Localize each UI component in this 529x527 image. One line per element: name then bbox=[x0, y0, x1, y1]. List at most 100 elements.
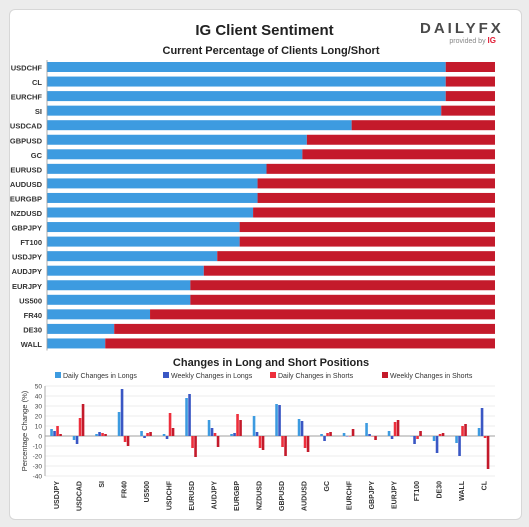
short-bar-eurjpy bbox=[190, 280, 496, 291]
change-bar-eurusd-s2 bbox=[188, 394, 191, 436]
legend-swatch-4 bbox=[382, 372, 388, 378]
sentiment-tick-label: GBPJPY bbox=[12, 224, 42, 233]
change-bar-usdcad-s2 bbox=[75, 436, 79, 444]
sentiment-tick-label: WALL bbox=[21, 340, 43, 349]
long-bar-eurusd bbox=[47, 163, 267, 174]
change-bar-cl-s4 bbox=[486, 436, 490, 469]
change-bar-us500-s4 bbox=[149, 432, 152, 436]
short-bar-eurgbp bbox=[257, 192, 495, 203]
change-bar-audusd-s3 bbox=[303, 436, 307, 448]
change-bar-usdcad-s3 bbox=[78, 418, 82, 436]
change-bar-cl-s3 bbox=[483, 436, 487, 438]
long-bar-gbpusd bbox=[47, 134, 307, 145]
change-bar-gbpjpy-s3 bbox=[371, 436, 374, 437]
change-bar-de30-s2 bbox=[435, 436, 439, 453]
change-bar-gbpusd-s1 bbox=[275, 404, 278, 436]
change-bar-fr40-s1 bbox=[117, 412, 121, 436]
change-bar-gbpjpy-s1 bbox=[365, 423, 368, 436]
short-bar-eurusd bbox=[266, 163, 495, 174]
sentiment-tick-label: USDJPY bbox=[12, 253, 42, 262]
changes-y-tick-label: 30 bbox=[35, 404, 43, 411]
change-bar-usdjpy-s2 bbox=[53, 431, 56, 436]
changes-x-tick-label: EURCHF bbox=[346, 480, 353, 510]
change-bar-gbpusd-s4 bbox=[284, 436, 287, 456]
changes-y-tick-label: -30 bbox=[33, 464, 43, 471]
change-bar-ft100-s4 bbox=[419, 431, 422, 436]
change-bar-audusd-s4 bbox=[306, 436, 310, 452]
sentiment-tick-label: GC bbox=[31, 151, 43, 160]
change-bar-audjpy-s4 bbox=[216, 436, 220, 447]
change-bar-fr40-s3 bbox=[123, 436, 127, 442]
change-bar-nzdusd-s3 bbox=[258, 436, 262, 448]
change-bar-usdcad-s4 bbox=[81, 404, 85, 436]
changes-x-tick-label: NZDUSD bbox=[256, 481, 263, 510]
change-bar-nzdusd-s1 bbox=[252, 416, 256, 436]
sentiment-tick-label: NZDUSD bbox=[11, 209, 43, 218]
sentiment-tick-label: USDCAD bbox=[10, 122, 43, 131]
legend-swatch-3 bbox=[270, 372, 276, 378]
change-bar-usdjpy-s1 bbox=[50, 429, 53, 436]
change-bar-de30-s3 bbox=[438, 434, 442, 436]
legend-label-1: Daily Changes in Longs bbox=[63, 373, 137, 380]
change-bar-gbpusd-s2 bbox=[278, 405, 281, 436]
long-bar-audusd bbox=[47, 178, 258, 189]
changes-y-tick-label: 20 bbox=[35, 414, 43, 421]
change-bar-us500-s3 bbox=[146, 433, 149, 436]
change-bar-ft100-s2 bbox=[413, 436, 416, 444]
provided-by: provided by IG bbox=[420, 36, 496, 45]
change-bar-wall-s3 bbox=[461, 426, 464, 436]
change-bar-gbpjpy-s4 bbox=[374, 436, 377, 440]
changes-x-tick-label: DE30 bbox=[436, 481, 443, 499]
changes-x-tick-label: FR40 bbox=[121, 481, 128, 498]
short-bar-us500 bbox=[190, 294, 496, 305]
long-bar-ft100 bbox=[47, 236, 240, 247]
short-bar-si bbox=[441, 105, 495, 116]
page-title: IG Client Sentiment bbox=[195, 22, 334, 39]
long-bar-si bbox=[47, 105, 442, 116]
long-bar-wall bbox=[47, 338, 106, 349]
changes-y-tick-label: -40 bbox=[33, 474, 43, 481]
change-bar-eurusd-s4 bbox=[194, 436, 197, 457]
change-bar-eurchf-s2 bbox=[345, 436, 349, 437]
sentiment-tick-label: CL bbox=[32, 78, 42, 87]
changes-x-tick-label: WALL bbox=[459, 480, 466, 501]
sentiment-tick-label: EURGBP bbox=[10, 194, 42, 203]
changes-y-tick-label: 10 bbox=[35, 424, 43, 431]
change-bar-gbpjpy-s2 bbox=[368, 434, 371, 436]
change-bar-fr40-s4 bbox=[126, 436, 130, 446]
long-bar-eurgbp bbox=[47, 192, 258, 203]
changes-x-tick-label: EURGBP bbox=[234, 481, 241, 511]
change-bar-eurgbp-s1 bbox=[230, 434, 233, 436]
sentiment-tick-label: GBPUSD bbox=[10, 136, 43, 145]
long-bar-nzdusd bbox=[47, 207, 254, 218]
change-bar-audusd-s1 bbox=[297, 419, 301, 436]
changes-y-tick-label: -10 bbox=[33, 444, 43, 451]
long-bar-usdchf bbox=[47, 62, 446, 72]
legend-swatch-2 bbox=[163, 372, 169, 378]
changes-x-tick-label: AUDUSD bbox=[301, 481, 308, 511]
long-bar-gc bbox=[47, 149, 303, 160]
change-bar-usdchf-s4 bbox=[171, 428, 175, 436]
change-bar-usdchf-s2 bbox=[165, 436, 169, 439]
change-bar-gc-s4 bbox=[329, 432, 332, 436]
sentiment-tick-label: EURUSD bbox=[10, 165, 42, 174]
long-bar-eurchf bbox=[47, 91, 446, 102]
logo-text: DAILYFX bbox=[420, 20, 504, 37]
change-bar-eurchf-s4 bbox=[351, 429, 355, 436]
changes-x-tick-label: SI bbox=[99, 481, 106, 488]
change-bar-nzdusd-s4 bbox=[261, 436, 265, 450]
change-bar-cl-s2 bbox=[480, 408, 484, 436]
change-bar-de30-s4 bbox=[441, 433, 445, 436]
changes-x-tick-label: USDCAD bbox=[76, 481, 83, 511]
sentiment-tick-label: AUDJPY bbox=[12, 267, 42, 276]
change-bar-audjpy-s1 bbox=[207, 420, 211, 436]
change-bar-wall-s2 bbox=[458, 436, 461, 456]
short-bar-ft100 bbox=[239, 236, 495, 247]
short-bar-fr40 bbox=[150, 309, 496, 320]
change-bar-si-s3 bbox=[101, 433, 104, 436]
sentiment-tick-label: FT100 bbox=[20, 238, 42, 247]
change-bar-eurchf-s3 bbox=[348, 436, 352, 437]
sentiment-tick-label: AUDUSD bbox=[10, 180, 43, 189]
changes-x-tick-label: AUDJPY bbox=[211, 481, 218, 510]
